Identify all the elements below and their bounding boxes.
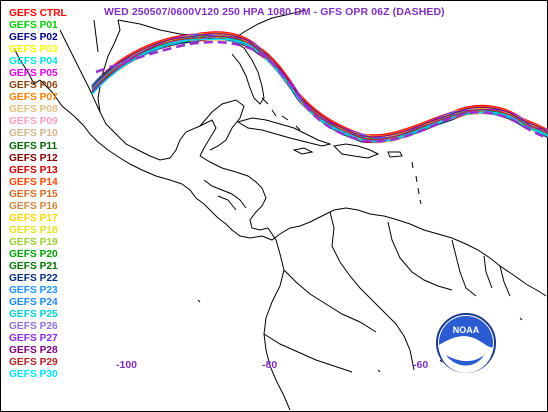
ensemble-contour (91, 34, 548, 139)
legend-item: GEFS P01 (9, 20, 58, 32)
ensemble-contour (91, 33, 548, 138)
page-title: WED 250507/0600V120 250 HPA 1080 DM - GF… (104, 6, 445, 18)
legend-item: GEFS P12 (9, 152, 58, 164)
legend-item: GEFS P04 (9, 56, 58, 68)
ensemble-contour (91, 35, 548, 140)
ensemble-contour (91, 35, 548, 142)
legend-item: GEFS P16 (9, 200, 58, 212)
legend-item: GEFS P09 (9, 116, 58, 128)
ensemble-contour (91, 37, 548, 142)
legend-item: GEFS P29 (9, 357, 58, 369)
ensemble-contour (91, 34, 548, 139)
ensemble-contour (91, 34, 548, 139)
ensemble-contour (91, 33, 548, 138)
ensemble-contour (91, 36, 548, 141)
legend: GEFS CTRL GEFS P01 GEFS P02 GEFS P03 GEFS P0… (9, 8, 101, 381)
ensemble-contour (91, 33, 548, 139)
ensemble-contour (91, 35, 548, 143)
ensemble-contour (91, 35, 548, 140)
ensemble-contour (91, 35, 548, 140)
legend-item: GEFS P08 (9, 104, 58, 116)
legend-item: GEFS P15 (9, 188, 58, 200)
noaa-logo-icon: NOAA (436, 313, 496, 374)
lon-label-60: -60 (413, 359, 429, 371)
ensemble-contour (91, 33, 548, 138)
legend-item: GEFS P13 (9, 164, 58, 176)
legend-item: GEFS P19 (9, 236, 58, 248)
legend-item: GEFS P17 (9, 212, 58, 224)
ensemble-contour (91, 37, 548, 143)
legend-item: GEFS P24 (9, 297, 58, 309)
ensemble-contour (91, 34, 548, 141)
legend-item: GEFS P27 (9, 333, 58, 345)
opr-contour-dashed (95, 40, 548, 143)
coastlines (13, 9, 547, 411)
ensemble-contour (91, 37, 548, 144)
legend-item: GEFS P20 (9, 248, 58, 260)
legend-item: GEFS P07 (9, 92, 58, 104)
ensemble-contour (91, 38, 548, 143)
lon-label-80: -80 (262, 359, 278, 371)
legend-item: GEFS P28 (9, 345, 58, 357)
legend-item: GEFS P21 (9, 260, 58, 272)
ensemble-contour (91, 35, 548, 140)
legend-item: GEFS CTRL (9, 8, 67, 19)
legend-item: GEFS P06 (9, 80, 58, 92)
legend-item: GEFS P10 (9, 128, 58, 140)
legend-item: GEFS P14 (9, 176, 58, 188)
legend-item: GEFS P11 (9, 140, 58, 152)
ensemble-contours (91, 31, 548, 144)
ensemble-contour (91, 38, 548, 142)
logo-text: NOAA (453, 325, 480, 335)
legend-item: GEFS P25 (9, 309, 58, 321)
ensemble-contour (91, 35, 548, 141)
legend-item: GEFS P30 (9, 369, 58, 381)
legend-item: GEFS P02 (9, 32, 58, 44)
ensemble-contour (91, 39, 548, 144)
ensemble-contour (91, 34, 548, 139)
legend-item: GEFS P05 (9, 68, 58, 80)
legend-item: GEFS P23 (9, 285, 58, 297)
legend-item: GEFS P22 (9, 273, 58, 285)
ensemble-contour (91, 37, 548, 142)
lon-label-100: -100 (116, 359, 138, 371)
ensemble-contour (91, 36, 548, 141)
legend-item: GEFS P26 (9, 321, 58, 333)
ensemble-contour (91, 34, 548, 140)
ensemble-contour (91, 37, 548, 141)
legend-item: GEFS P18 (9, 224, 58, 236)
ensemble-contour (91, 35, 548, 142)
legend-item: GEFS P03 (9, 44, 58, 56)
